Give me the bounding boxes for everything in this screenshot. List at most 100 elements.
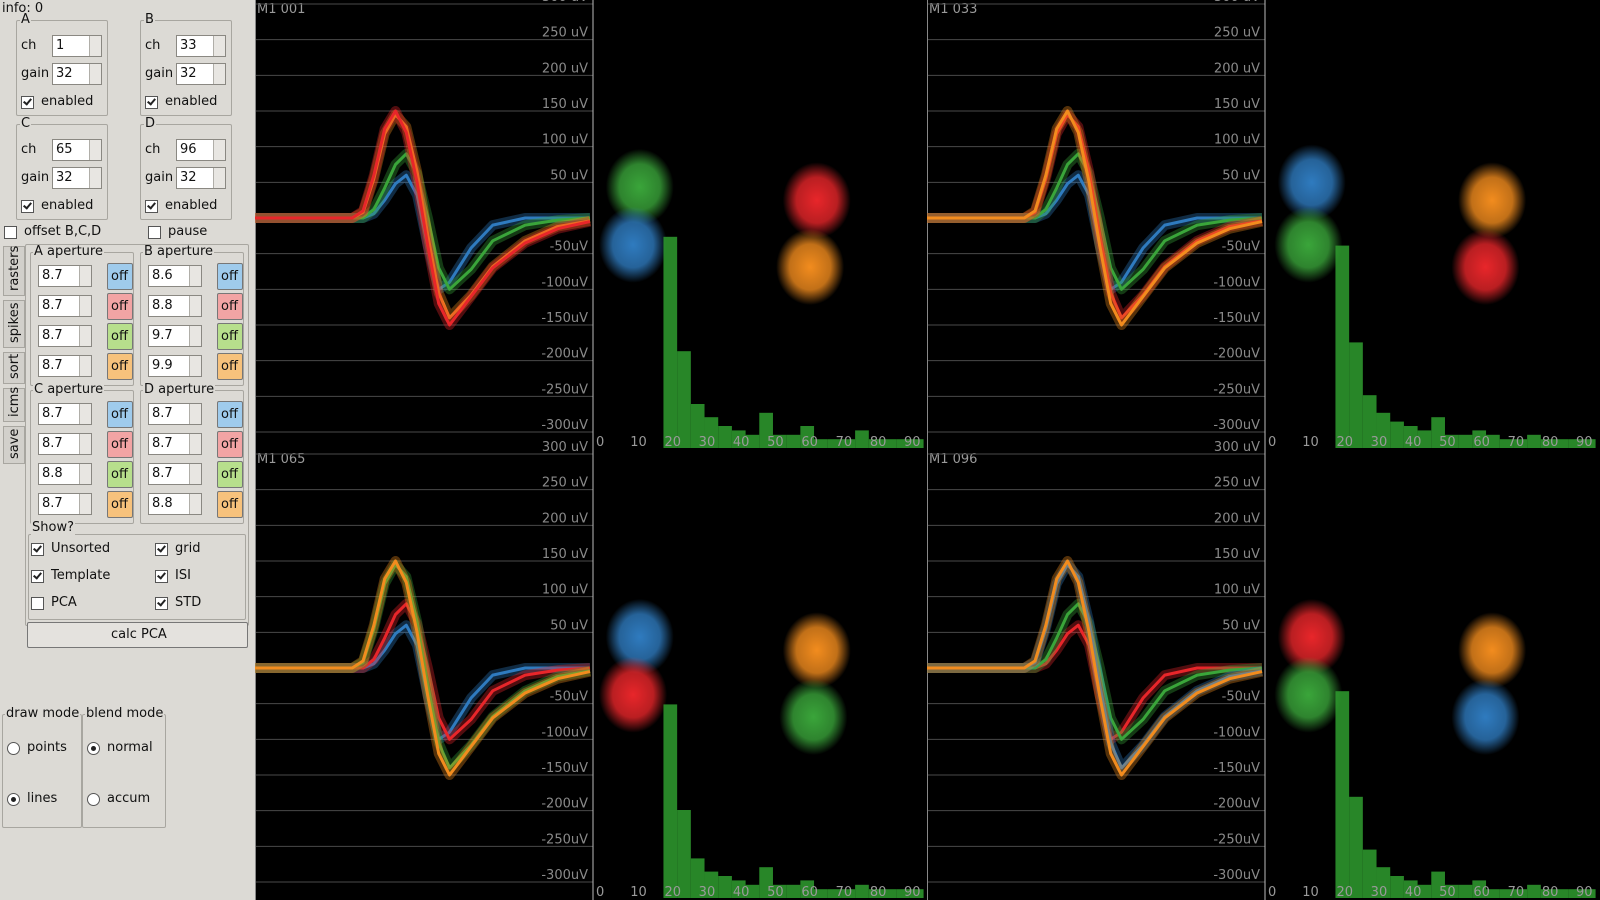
check-mark bbox=[33, 543, 42, 553]
spinbox[interactable]: 8.7 bbox=[38, 325, 92, 347]
tab[interactable]: save bbox=[3, 426, 25, 464]
tab[interactable]: rasters bbox=[3, 246, 25, 296]
spinbox[interactable]: 8.7 bbox=[38, 295, 92, 317]
checkbox[interactable] bbox=[31, 543, 44, 556]
x-tick-label: 50 bbox=[767, 435, 784, 450]
aperture-button[interactable]: off bbox=[217, 293, 243, 320]
spinbox[interactable]: 9.7 bbox=[148, 325, 202, 347]
tab[interactable]: spikes bbox=[3, 300, 25, 348]
aperture-button[interactable]: off bbox=[217, 353, 243, 380]
spinbox[interactable]: 8.7 bbox=[38, 265, 92, 287]
radio[interactable] bbox=[87, 793, 100, 806]
aperture-button[interactable]: off bbox=[107, 263, 133, 290]
spinbox[interactable]: 8.6 bbox=[148, 265, 202, 287]
checkbox-label: PCA bbox=[51, 595, 77, 610]
spinbox[interactable]: 8.7 bbox=[38, 493, 92, 515]
checkbox[interactable] bbox=[155, 570, 168, 583]
spinbox[interactable]: 8.8 bbox=[38, 463, 92, 485]
spinbox[interactable]: 8.7 bbox=[148, 433, 202, 455]
y-tick-label: 200 uV bbox=[1214, 511, 1260, 526]
isi-bar bbox=[759, 412, 773, 448]
tab[interactable]: sort bbox=[3, 352, 25, 384]
x-tick-label: 30 bbox=[699, 885, 716, 900]
isi-bar bbox=[868, 889, 883, 898]
radio[interactable] bbox=[7, 742, 20, 755]
spinbox[interactable]: 1 bbox=[52, 35, 102, 57]
isi-bar bbox=[1376, 412, 1391, 448]
aperture-button[interactable]: off bbox=[107, 323, 133, 350]
spinbox-value: 8.7 bbox=[42, 496, 63, 511]
checkbox[interactable] bbox=[155, 597, 168, 610]
y-tick-label: -250uV bbox=[541, 382, 588, 397]
spinbox[interactable]: 8.7 bbox=[148, 403, 202, 425]
checkbox[interactable] bbox=[31, 597, 44, 610]
isi-bar bbox=[1390, 421, 1404, 448]
button-label: off bbox=[221, 329, 238, 344]
pca-cluster bbox=[782, 162, 851, 239]
spin-arrows bbox=[79, 356, 91, 376]
checkbox[interactable] bbox=[145, 96, 158, 109]
x-tick-label: 90 bbox=[1576, 885, 1593, 900]
spinbox[interactable]: 32 bbox=[52, 63, 102, 85]
spinbox[interactable]: 32 bbox=[176, 63, 226, 85]
spinbox[interactable]: 8.7 bbox=[38, 355, 92, 377]
radio[interactable] bbox=[87, 742, 100, 755]
spinbox[interactable]: 9.9 bbox=[148, 355, 202, 377]
x-tick-label: 10 bbox=[1302, 885, 1319, 900]
isi-bar bbox=[841, 889, 856, 898]
aperture-button[interactable]: off bbox=[217, 461, 243, 488]
aperture-button[interactable]: off bbox=[217, 263, 243, 290]
aperture-button[interactable]: off bbox=[217, 431, 243, 458]
spin-arrows bbox=[189, 404, 201, 424]
pca-cluster bbox=[1277, 144, 1346, 221]
spinbox[interactable]: 8.8 bbox=[148, 493, 202, 515]
gain-label: gain bbox=[145, 66, 174, 81]
checkbox[interactable] bbox=[145, 200, 158, 213]
y-tick-label: -200uV bbox=[541, 347, 588, 362]
isi-bar bbox=[1417, 884, 1432, 898]
checkbox[interactable] bbox=[31, 570, 44, 583]
plots: M1 001 300 uV 250 uV 200 uV 150 uV 100 uV 50 u… bbox=[255, 0, 1596, 900]
spin-arrows bbox=[79, 464, 91, 484]
radio[interactable] bbox=[7, 793, 20, 806]
aperture-button[interactable]: off bbox=[107, 461, 133, 488]
aperture-button[interactable]: off bbox=[107, 431, 133, 458]
radio-dot bbox=[11, 797, 16, 802]
tab-label: sort bbox=[7, 353, 22, 379]
spinbox[interactable]: 8.7 bbox=[38, 403, 92, 425]
isi-bar bbox=[841, 439, 856, 448]
aperture-button[interactable]: off bbox=[217, 401, 243, 428]
spinbox[interactable]: 8.7 bbox=[148, 463, 202, 485]
spinbox[interactable]: 32 bbox=[52, 167, 102, 189]
aperture-button[interactable]: off bbox=[217, 491, 243, 518]
isi-bar bbox=[745, 884, 760, 898]
checkbox[interactable] bbox=[148, 226, 161, 239]
ch-label: ch bbox=[145, 142, 161, 157]
isi-bar bbox=[1540, 889, 1555, 898]
spinbox[interactable]: 65 bbox=[52, 139, 102, 161]
aperture-button[interactable]: off bbox=[107, 401, 133, 428]
x-tick-label: 60 bbox=[801, 885, 818, 900]
spinbox[interactable]: 8.8 bbox=[148, 295, 202, 317]
spin-arrows bbox=[213, 168, 225, 188]
gain-label: gain bbox=[21, 66, 50, 81]
aperture-button[interactable]: off bbox=[107, 293, 133, 320]
aperture-button[interactable]: off bbox=[107, 491, 133, 518]
checkbox[interactable] bbox=[4, 226, 17, 239]
calc-pca-button[interactable]: calc PCA bbox=[27, 622, 248, 648]
spinbox[interactable]: 32 bbox=[176, 167, 226, 189]
spinbox[interactable]: 8.7 bbox=[38, 433, 92, 455]
isi-bar bbox=[1458, 434, 1473, 448]
isi-bar bbox=[786, 434, 801, 448]
isi-bar bbox=[1362, 849, 1377, 898]
tab[interactable]: icms bbox=[3, 387, 25, 422]
spinbox[interactable]: 96 bbox=[176, 139, 226, 161]
checkbox[interactable] bbox=[21, 96, 34, 109]
checkbox[interactable] bbox=[155, 543, 168, 556]
aperture-button[interactable]: off bbox=[107, 353, 133, 380]
spinbox[interactable]: 33 bbox=[176, 35, 226, 57]
checkbox[interactable] bbox=[21, 200, 34, 213]
check-mark bbox=[23, 96, 32, 106]
button-label: off bbox=[221, 269, 238, 284]
aperture-button[interactable]: off bbox=[217, 323, 243, 350]
